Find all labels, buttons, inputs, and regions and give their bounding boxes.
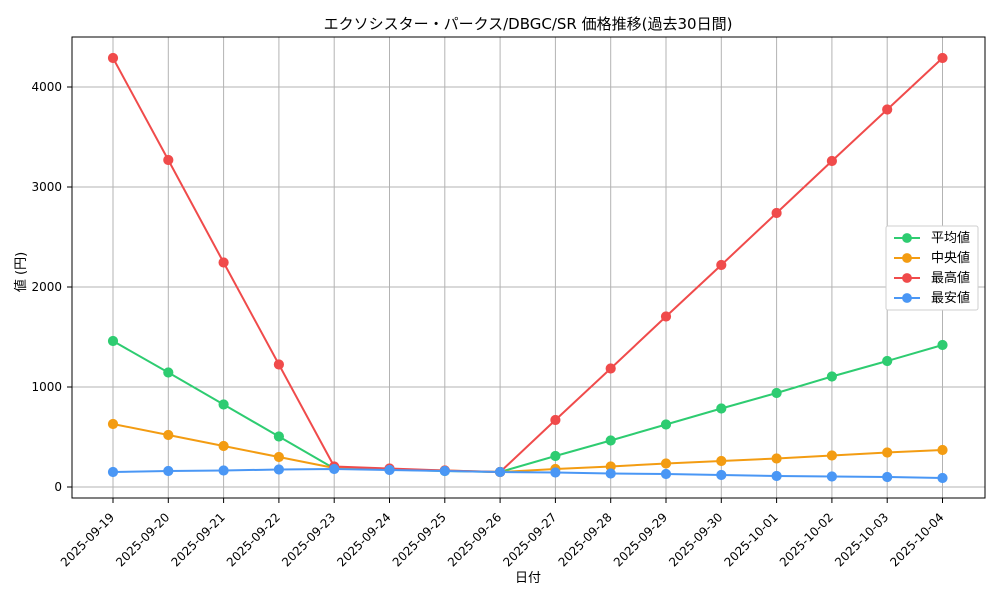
data-point [439,465,450,477]
chart-title: エクソシスター・パークス/DBGC/SR 価格推移(過去30日間) [324,15,733,33]
axes [67,36,986,503]
legend-item: 平均値 [894,230,970,246]
series-line [112,340,944,473]
series-lines [107,52,948,484]
y-tick-label: 0 [54,480,62,494]
legend-marker [902,253,912,263]
data-point [107,335,119,347]
series-line [112,423,944,473]
data-point [218,440,229,452]
data-point [163,154,174,166]
data-point [550,450,561,462]
data-point [826,471,838,482]
x-axis-label: 日付 [515,571,541,586]
data-point [218,399,229,410]
data-point [273,359,284,370]
data-point [384,464,395,476]
series-4 [107,463,948,484]
data-point [218,257,229,268]
legend-item: 最高値 [894,270,970,286]
data-point [771,453,782,464]
data-point [107,418,119,430]
data-point [273,451,284,463]
data-point [771,387,782,399]
data-point [716,455,727,467]
y-tick-label: 3000 [31,180,62,194]
y-axis-label: 値 (円) [13,252,29,292]
legend-label: 中央値 [931,250,970,266]
data-point [550,467,561,478]
data-point [273,431,284,442]
data-point [882,471,893,483]
data-point [605,468,616,479]
data-point [882,447,893,458]
legend-marker [902,273,912,283]
data-point [826,450,838,461]
data-point [107,466,119,478]
legend-box [885,225,979,311]
data-point [660,419,672,430]
legend-item: 最安値 [894,290,970,306]
series-line [112,57,944,473]
legend-marker [902,233,912,243]
data-point [937,472,948,484]
y-tick-label: 4000 [31,80,62,94]
plot-border [71,36,986,499]
data-point [937,52,948,64]
series-line [112,468,944,479]
data-point [495,466,506,478]
y-tick-labels: 0 1000 2000 3000 4000 [31,80,62,494]
data-point [163,429,174,441]
data-point [660,311,672,322]
data-point [218,465,229,476]
data-point [660,468,672,480]
data-point [771,207,782,219]
y-tick-label: 2000 [31,280,62,294]
data-point [716,469,727,481]
data-point [163,465,174,477]
data-point [826,155,838,167]
data-point [605,435,616,446]
data-point [937,444,948,456]
legend-item: 中央値 [894,250,970,266]
data-point [163,367,174,378]
data-point [771,470,782,482]
data-point [882,355,893,367]
legend-label: 最安値 [931,290,970,306]
data-point [550,414,561,426]
data-point [273,464,284,475]
legend-label: 平均値 [931,230,970,246]
data-point [882,104,893,115]
data-point [716,403,727,414]
data-point [937,339,948,351]
legend-label: 最高値 [931,270,970,286]
legend-marker [902,293,912,303]
data-point [826,371,838,382]
data-point [329,463,340,475]
data-point [716,259,727,271]
data-point [605,363,616,374]
data-point [660,458,672,469]
data-point [107,52,119,64]
y-tick-label: 1000 [31,380,62,394]
